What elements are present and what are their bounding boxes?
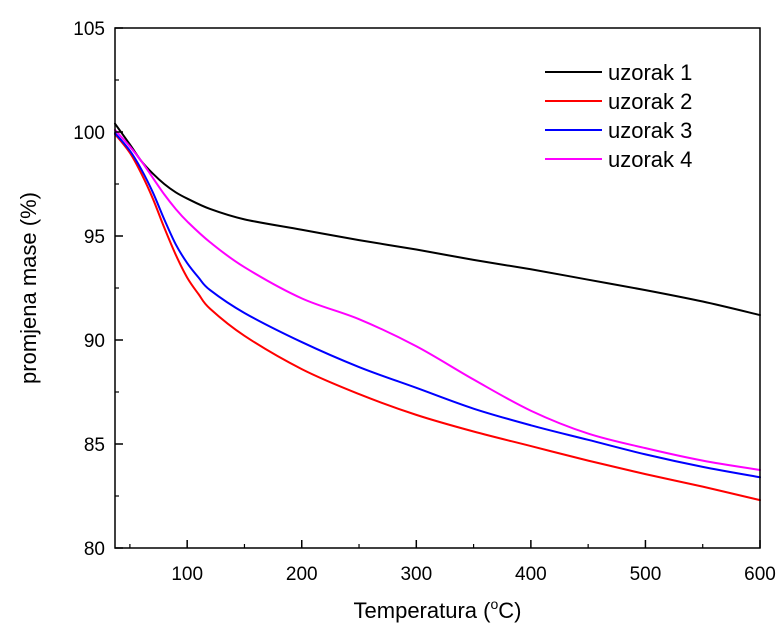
x-axis-title-text: Temperatura ( — [354, 598, 492, 623]
y-tick-label: 100 — [73, 123, 105, 144]
y-tick-label: 105 — [73, 19, 105, 40]
series-line-3 — [115, 133, 760, 477]
x-axis-title: Temperatura (oC) — [354, 596, 522, 623]
x-tick-label: 100 — [171, 564, 203, 585]
x-tick-label: 300 — [400, 564, 432, 585]
y-axis-title: promjena mase (%) — [16, 192, 41, 384]
y-tick-label: 90 — [84, 331, 105, 352]
y-tick-label: 80 — [84, 539, 105, 560]
x-tick-label: 500 — [630, 564, 662, 585]
x-tick-label: 600 — [744, 564, 776, 585]
legend-label-4: uzorak 4 — [608, 147, 692, 172]
legend-label-3: uzorak 3 — [608, 118, 692, 143]
series-line-2 — [115, 134, 760, 500]
y-tick-label: 85 — [84, 435, 105, 456]
y-tick-label: 95 — [84, 227, 105, 248]
series-line-4 — [115, 130, 760, 470]
x-axis-title-superscript: o — [490, 596, 498, 612]
x-tick-label: 400 — [515, 564, 547, 585]
series-group — [115, 124, 760, 500]
x-axis-title-unit: C) — [498, 598, 521, 623]
x-tick-label: 200 — [286, 564, 318, 585]
legend: uzorak 1 uzorak 2 uzorak 3 uzorak 4 — [545, 60, 692, 172]
legend-label-2: uzorak 2 — [608, 89, 692, 114]
legend-label-1: uzorak 1 — [608, 60, 692, 85]
